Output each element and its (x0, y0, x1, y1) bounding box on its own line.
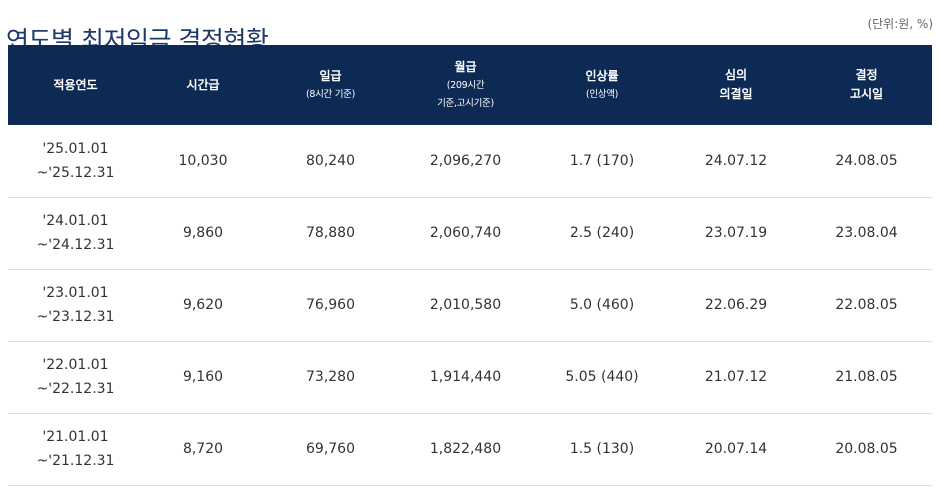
col-header-daily: 일급 (8시간 기준) (263, 45, 398, 125)
announcement-date-cell: 22.08.05 (835, 297, 898, 313)
decision-date-cell: 24.07.12 (704, 152, 768, 169)
header-label: 고시일 (849, 87, 884, 101)
decision-date-cell: 20.07.14 (704, 441, 768, 457)
header-label: 적용연도 (53, 77, 98, 92)
col-header-increase: 인상률 (인상액) (533, 45, 671, 125)
table-row: '25.01.01 ~'25.12.31 10,030 80,240 2,096,270… (8, 125, 932, 197)
decision-date-cell: 21.07.12 (704, 369, 768, 385)
header-label: 결정 (855, 68, 878, 82)
daily-wage-cell: 76,960 (306, 297, 355, 313)
decision-date-cell: 22.06.29 (704, 297, 768, 313)
header-sublabel: (209시간 (446, 79, 485, 91)
period-end: ~'23.12.31 (36, 309, 115, 325)
title-bar: 연도별 최저임금 결정현황 (단위:원, %) (0, 0, 939, 55)
header-label: 월급 (454, 59, 477, 74)
period-end: ~'22.12.31 (36, 381, 115, 397)
table-row: '21.01.01 ~'21.12.31 8,720 69,760 1,822,480 1… (8, 413, 932, 485)
period-cell: '23.01.01 ~'23.12.31 (8, 269, 143, 341)
period-end: ~'21.12.31 (36, 453, 115, 469)
increase-rate-cell: 1.5 (130) (569, 441, 635, 457)
page-title: 연도별 최저임금 결정현황 (6, 25, 269, 55)
hourly-wage-cell: 10,030 (178, 152, 228, 169)
header-label: 의결일 (719, 87, 753, 101)
period-start: '25.01.01 (42, 140, 109, 157)
increase-rate-cell: 1.7 (170) (569, 152, 635, 169)
period-start: '23.01.01 (42, 285, 109, 301)
daily-wage-cell: 69,760 (306, 441, 355, 457)
daily-wage-cell: 80,240 (306, 152, 355, 169)
decision-date-cell: 23.07.19 (704, 225, 768, 241)
unit-note: (단위:원, %) (867, 17, 933, 31)
header-label: 일급 (319, 68, 342, 83)
announcement-date-cell: 23.08.04 (835, 225, 898, 241)
hourly-wage-cell: 9,160 (182, 369, 224, 385)
header-sublabel: (인상액) (585, 88, 619, 100)
hourly-wage-cell: 8,720 (182, 441, 224, 457)
daily-wage-cell: 78,880 (306, 225, 355, 241)
col-header-hourly: 시간급 (143, 45, 263, 125)
table-row: '24.01.01 ~'24.12.31 9,860 78,880 2,060,740 2… (8, 197, 932, 269)
announcement-date-cell: 20.08.05 (835, 441, 898, 457)
header-label: 시간급 (186, 77, 220, 92)
period-start: '24.01.01 (42, 213, 109, 229)
header-label: 인상률 (585, 68, 619, 83)
table-row: '22.01.01 ~'22.12.31 9,160 73,280 1,914,440 5… (8, 341, 932, 413)
monthly-wage-cell: 2,060,740 (429, 225, 502, 241)
monthly-wage-cell: 2,096,270 (429, 152, 502, 169)
table-row: '23.01.01 ~'23.12.31 9,620 76,960 2,010,580 5… (8, 269, 932, 341)
header-sublabel: (8시간 기준) (305, 88, 356, 100)
period-end: ~'24.12.31 (36, 237, 115, 253)
period-cell: '24.01.01 ~'24.12.31 (8, 197, 143, 269)
header-sublabel: 기준,고시기준) (437, 97, 494, 109)
hourly-wage-cell: 9,860 (182, 225, 224, 241)
period-end: ~'25.12.31 (36, 164, 115, 181)
monthly-wage-cell: 2,010,580 (429, 297, 502, 313)
period-cell: '21.01.01 ~'21.12.31 (8, 413, 143, 485)
increase-rate-cell: 2.5 (240) (569, 225, 635, 241)
daily-wage-cell: 73,280 (306, 369, 355, 385)
table-body: '25.01.01 ~'25.12.31 10,030 80,240 2,096,270… (8, 125, 932, 485)
header-label: 심의 (724, 68, 748, 82)
period-start: '22.01.01 (42, 357, 109, 373)
period-cell: '22.01.01 ~'22.12.31 (8, 341, 143, 413)
monthly-wage-cell: 1,914,440 (429, 369, 502, 385)
period-cell: '25.01.01 ~'25.12.31 (8, 125, 143, 197)
announcement-date-cell: 24.08.05 (835, 152, 898, 169)
announcement-date-cell: 21.08.05 (835, 369, 898, 385)
increase-rate-cell: 5.05 (440) (565, 369, 639, 385)
col-header-period: 적용연도 (8, 45, 143, 125)
monthly-wage-cell: 1,822,480 (429, 441, 502, 457)
period-start: '21.01.01 (42, 429, 109, 445)
increase-rate-cell: 5.0 (460) (569, 297, 635, 313)
hourly-wage-cell: 9,620 (182, 297, 224, 313)
